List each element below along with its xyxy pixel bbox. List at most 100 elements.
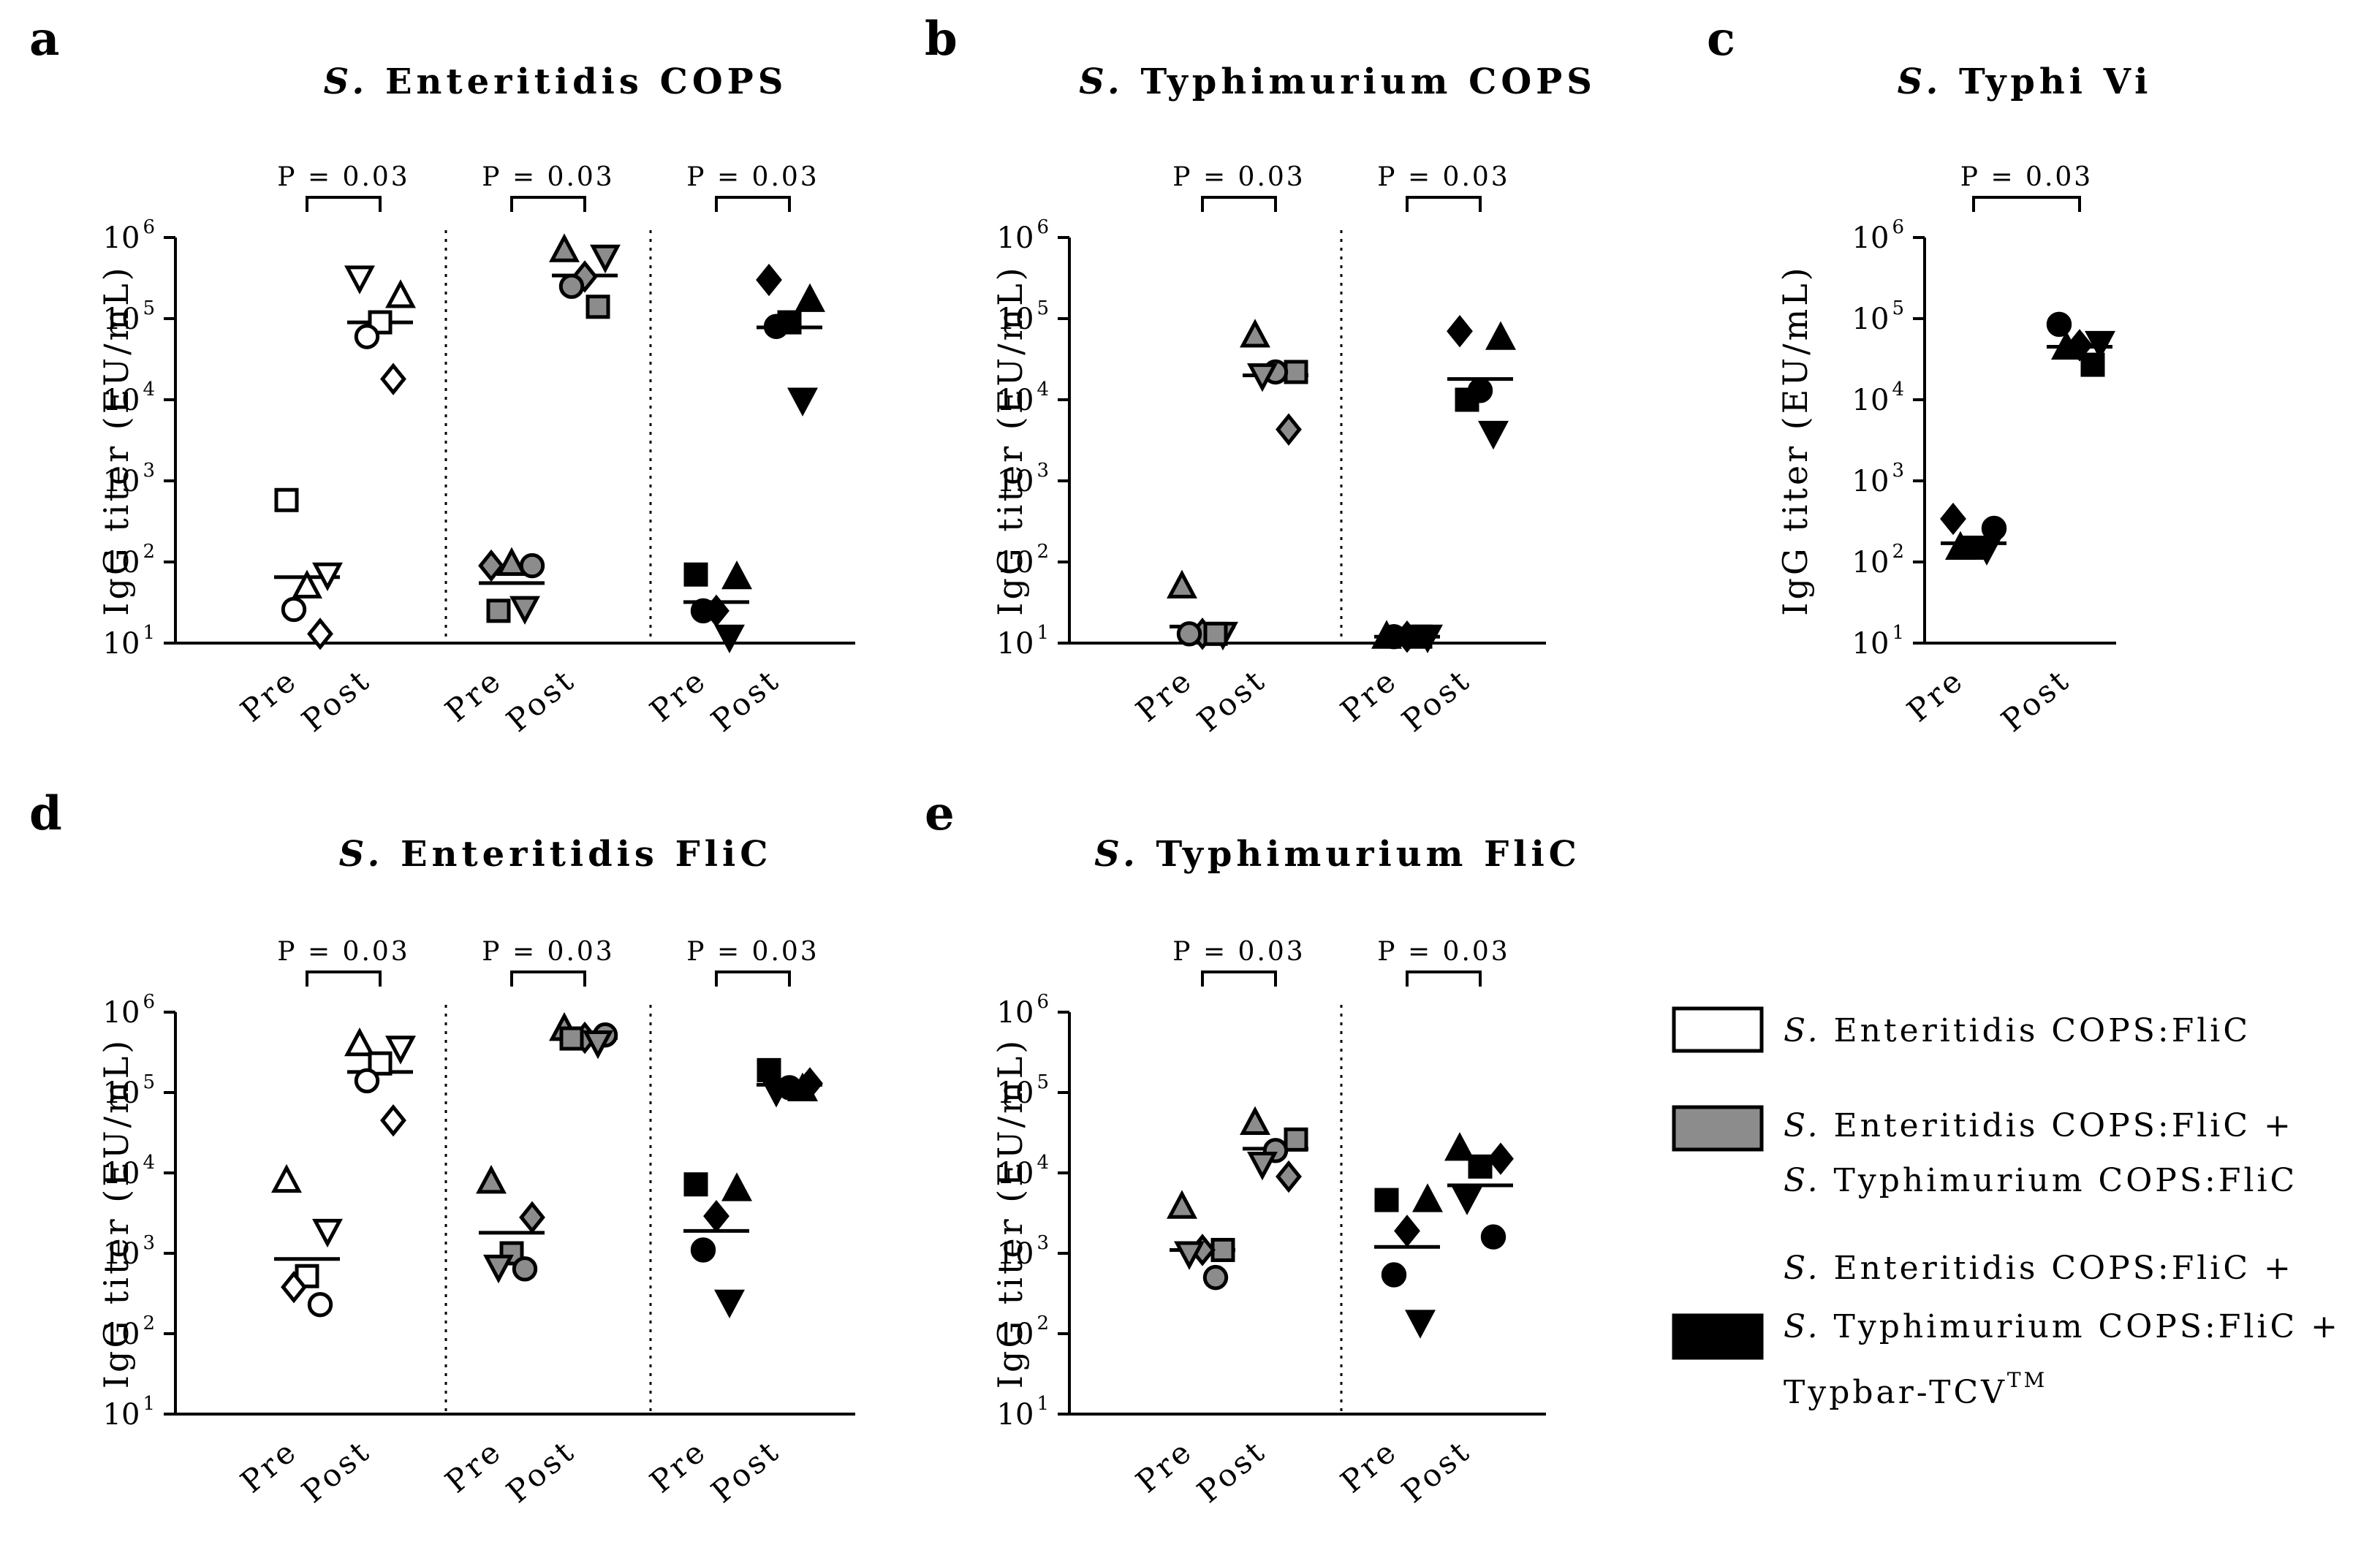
y-tick-base: 10 xyxy=(997,1237,1034,1271)
y-tick-exp: 3 xyxy=(1036,1232,1049,1254)
x-tick-label: Pre xyxy=(234,661,305,729)
marker-square xyxy=(1203,621,1228,646)
legend-swatch xyxy=(1672,1313,1764,1360)
y-tick-label: 10 4 xyxy=(1852,379,1904,417)
y-tick-label: 10 2 xyxy=(1852,541,1904,580)
y-tick-exp: 4 xyxy=(1892,379,1904,400)
legend-name: Enteritidis COPS:FliC + xyxy=(1834,1107,2294,1144)
x-tick-label: Post xyxy=(1395,661,1478,739)
y-tick-exp: 2 xyxy=(1036,1312,1049,1334)
legend-superscript: TM xyxy=(2007,1368,2047,1392)
y-tick-label: 10 5 xyxy=(103,1071,155,1110)
marker-square xyxy=(1284,1127,1308,1152)
y-axis-title: IgG titer (EU/mL) xyxy=(990,265,1030,615)
legend-species: S. xyxy=(1784,1308,1834,1345)
marker-triangle-down xyxy=(312,562,343,592)
pvalue-label: P = 0.03 xyxy=(482,937,614,967)
marker-triangle-down xyxy=(583,1030,613,1060)
marker-diamond xyxy=(1488,1142,1514,1175)
x-tick-label: Pre xyxy=(1334,1432,1405,1500)
marker-triangle-down xyxy=(1478,420,1509,450)
panel-letter: d xyxy=(29,786,62,841)
marker-circle xyxy=(1381,1262,1407,1288)
pvalue-label: P = 0.03 xyxy=(277,162,409,192)
y-tick-label: 10 3 xyxy=(997,1232,1049,1271)
y-tick-base: 10 xyxy=(103,546,140,580)
x-tick-label: Pre xyxy=(1900,661,1971,729)
marker-triangle xyxy=(2051,330,2082,360)
marker-diamond xyxy=(1447,315,1473,348)
y-tick-exp: 5 xyxy=(143,297,155,319)
y-tick-exp: 6 xyxy=(1036,216,1049,238)
chart-title-name: Typhimurium FliC xyxy=(1156,834,1580,875)
legend-species: S. xyxy=(1784,1250,1834,1287)
marker-triangle xyxy=(496,547,527,576)
y-tick-exp: 6 xyxy=(1892,216,1904,238)
y-tick-label: 10 5 xyxy=(997,1071,1049,1110)
y-tick-label: 10 1 xyxy=(1852,622,1904,661)
marker-square xyxy=(1455,387,1479,412)
x-tick-label: Post xyxy=(705,661,787,739)
y-tick-label: 10 6 xyxy=(997,216,1049,255)
y-tick-label: 10 5 xyxy=(1852,297,1904,336)
marker-circle xyxy=(1480,1224,1507,1250)
pvalue-label: P = 0.03 xyxy=(1172,162,1305,192)
marker-triangle-down xyxy=(1452,1186,1482,1215)
marker-square xyxy=(1408,624,1433,649)
y-tick-exp: 4 xyxy=(1036,1152,1049,1174)
x-tick-label: Pre xyxy=(439,1432,509,1500)
chart-title-species: S. xyxy=(1898,61,1959,102)
x-tick-label: Pre xyxy=(643,661,714,729)
marker-triangle-down xyxy=(1405,1310,1436,1339)
chart-title-name: Enteritidis FliC xyxy=(401,834,772,875)
marker-circle xyxy=(307,1292,333,1318)
x-tick-label: Pre xyxy=(1129,1432,1200,1500)
y-tick-exp: 2 xyxy=(143,1312,155,1334)
y-tick-base: 10 xyxy=(997,465,1034,498)
y-tick-exp: 2 xyxy=(1036,541,1049,563)
legend-label: S. Enteritidis COPS:FliC xyxy=(1784,1012,2251,1049)
y-tick-label: 10 2 xyxy=(103,541,155,580)
y-tick-base: 10 xyxy=(1852,221,1890,255)
chart-title-species: S. xyxy=(324,61,385,102)
marker-triangle xyxy=(1412,1183,1443,1212)
x-tick-label: Pre xyxy=(1334,661,1405,729)
x-tick-label: Pre xyxy=(643,1432,714,1500)
y-tick-base: 10 xyxy=(103,1076,140,1110)
y-tick-label: 10 1 xyxy=(103,1393,155,1432)
marker-circle xyxy=(763,314,789,339)
y-tick-exp: 5 xyxy=(1036,297,1049,319)
y-tick-label: 10 4 xyxy=(103,379,155,417)
marker-square xyxy=(1374,1188,1399,1212)
marker-triangle xyxy=(271,1163,302,1193)
y-tick-label: 10 3 xyxy=(997,460,1049,498)
marker-triangle xyxy=(1240,1106,1270,1135)
panel-letter: e xyxy=(925,786,955,841)
legend-species: S. xyxy=(1784,1107,1834,1144)
chart-title-name: Enteritidis COPS xyxy=(385,61,787,102)
x-tick-label: Post xyxy=(705,1432,787,1510)
marker-triangle-down xyxy=(787,387,818,417)
y-tick-exp: 6 xyxy=(143,216,155,238)
marker-triangle xyxy=(344,1027,375,1057)
chart-title-name: Typhimurium COPS xyxy=(1140,61,1596,102)
y-tick-exp: 3 xyxy=(1892,460,1904,482)
panel-letter: c xyxy=(1707,12,1735,67)
legend-label: S. Enteritidis COPS:FliC + xyxy=(1784,1250,2294,1287)
marker-triangle-down xyxy=(509,596,540,625)
marker-square xyxy=(274,487,299,512)
marker-diamond xyxy=(703,1199,729,1233)
y-tick-base: 10 xyxy=(1852,384,1890,417)
pvalue-bracket xyxy=(510,970,586,987)
x-tick-label: Post xyxy=(295,661,378,739)
y-tick-base: 10 xyxy=(103,627,140,661)
y-tick-base: 10 xyxy=(103,221,140,255)
y-tick-exp: 6 xyxy=(143,991,155,1013)
pvalue-label: P = 0.03 xyxy=(1172,937,1305,967)
marker-diamond xyxy=(380,362,406,395)
